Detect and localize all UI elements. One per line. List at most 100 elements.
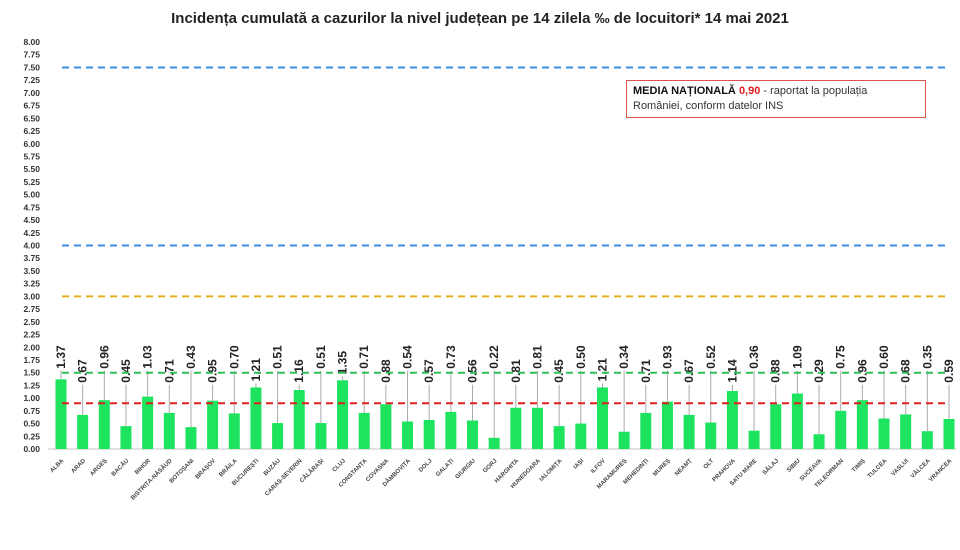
bar [726,391,738,449]
data-label: 0.96 [97,345,111,369]
data-label: 0.68 [899,359,913,383]
bar [55,379,67,449]
bar [185,427,197,449]
y-tick-label: 6.50 [23,113,40,123]
data-label: 1.37 [54,345,68,369]
bar [661,401,673,449]
bar [813,434,825,449]
bar [98,400,110,449]
data-label: 0.71 [357,345,371,369]
bar [467,420,479,449]
y-tick-label: 4.75 [23,202,40,212]
x-tick-label: ARAD [71,458,88,475]
y-tick-label: 7.00 [23,88,40,98]
bar [596,387,608,449]
bar [575,423,587,449]
bar [531,407,543,449]
x-tick-label: BISTRIȚA-NĂSĂUD [130,457,175,502]
data-label: 0.75 [834,345,848,369]
bar [380,404,392,449]
data-label: 0.35 [920,345,934,369]
x-tick-label: BUZĂU [262,457,282,477]
data-label: 0.81 [530,345,544,369]
data-label: 1.09 [790,345,804,369]
x-tick-label: VRANCEA [928,458,954,484]
y-tick-label: 6.00 [23,139,40,149]
bar [705,422,717,449]
data-label: 1.21 [595,358,609,382]
data-label: 0.22 [487,345,501,369]
bar [878,418,890,449]
y-tick-label: 1.00 [23,393,40,403]
y-tick-label: 6.25 [23,126,40,136]
data-label: 0.67 [76,359,90,383]
x-tick-label: VÂLCEA [909,457,932,480]
x-tick-label: ALBA [49,458,65,474]
data-label: 0.70 [227,345,241,369]
data-label: 0.45 [119,359,133,383]
y-tick-label: 0.00 [23,444,40,454]
data-label: 0.71 [162,359,176,383]
bar [250,387,262,449]
bar [120,426,132,449]
data-label: 0.36 [747,345,761,369]
bar [835,410,847,449]
data-label: 0.95 [206,359,220,383]
y-tick-label: 4.25 [23,228,40,238]
bar [553,426,565,449]
x-tick-label: ILFOV [590,458,607,475]
bar [640,412,652,449]
x-tick-label: BIHOR [134,458,152,476]
y-tick-label: 5.25 [23,177,40,187]
y-tick-label: 0.25 [23,431,40,441]
x-tick-label: ARGEȘ [89,458,108,477]
x-tick-label: DOLJ [418,458,434,474]
bar [402,421,414,449]
data-label: 0.96 [855,359,869,383]
data-label: 0.81 [509,359,523,383]
x-tick-label: GIURGIU [455,458,477,480]
y-tick-label: 1.75 [23,355,40,365]
data-label: 0.57 [422,359,436,383]
y-tick-label: 4.00 [23,241,40,251]
y-tick-label: 5.50 [23,164,40,174]
y-tick-label: 0.50 [23,419,40,429]
data-label: 0.45 [552,359,566,383]
data-label: 0.51 [271,345,285,369]
y-tick-label: 7.75 [23,50,40,60]
y-tick-label: 4.50 [23,215,40,225]
y-tick-label: 7.25 [23,75,40,85]
national-average-legend: MEDIA NAȚIONALĂ 0,90 - raportat la popul… [626,80,926,118]
bar [228,413,240,449]
data-label: 0.50 [574,345,588,369]
data-label: 1.21 [249,358,263,382]
y-tick-label: 1.50 [23,368,40,378]
data-label: 0.51 [314,345,328,369]
x-tick-label: TULCEA [867,458,889,480]
data-label: 0.29 [812,359,826,383]
data-label: 0.88 [769,359,783,383]
data-label: 0.43 [184,345,198,369]
data-label: 0.93 [660,345,674,369]
bar [77,414,89,449]
x-tick-label: CLUJ [332,458,347,473]
y-tick-label: 5.00 [23,190,40,200]
y-tick-label: 0.75 [23,406,40,416]
y-tick-label: 2.00 [23,342,40,352]
data-label: 0.54 [401,345,415,369]
bar [683,414,695,449]
bar [293,389,305,449]
x-tick-label: IAȘI [573,458,586,471]
bar [770,404,782,449]
y-tick-label: 5.75 [23,151,40,161]
y-tick-label: 7.50 [23,62,40,72]
data-label: 0.60 [877,345,891,369]
x-tick-label: NEAMȚ [674,458,694,478]
bar [900,414,912,449]
data-label: 1.14 [725,359,739,383]
data-label: 0.34 [617,345,631,369]
bar [272,423,284,449]
y-tick-label: 2.50 [23,317,40,327]
bar [856,400,868,449]
bar [921,431,933,449]
